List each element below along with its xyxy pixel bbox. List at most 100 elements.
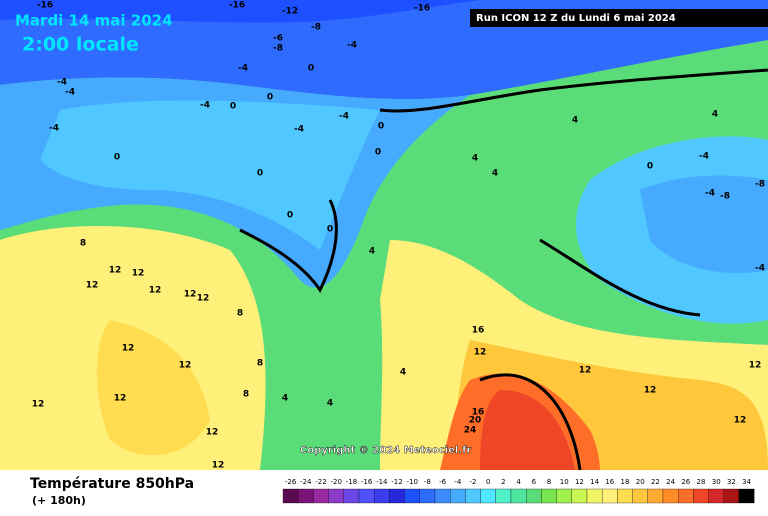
contour-label: 12 [197, 294, 210, 304]
isotherm-zero [379, 68, 768, 113]
contour-label: -16 [37, 1, 53, 11]
contour-label: 12 [109, 266, 122, 276]
legend-label: 12 [575, 478, 584, 486]
hot-core [480, 390, 575, 470]
legend-swatch [298, 488, 314, 504]
legend-swatch [389, 488, 405, 504]
contour-label: 8 [243, 390, 249, 400]
footer-lead: (+ 180h) [32, 494, 86, 507]
legend-swatch [738, 488, 755, 504]
contour-label: 16 [472, 408, 485, 418]
legend-label: -18 [346, 478, 357, 486]
contour-label: 0 [308, 64, 314, 74]
legend-swatch [419, 488, 436, 504]
contour-label: 4 [282, 394, 288, 404]
contour-label: -4 [49, 124, 59, 134]
legend-label: -2 [470, 478, 477, 486]
contour-label: 4 [572, 116, 578, 126]
run: Run ICON 12 Z du Lundi 6 mai 2024 [476, 13, 676, 24]
cool-region-2 [40, 100, 380, 250]
contour-label: -16 [414, 4, 430, 14]
contour-label: -4 [699, 152, 709, 162]
contour-label: -8 [273, 44, 283, 54]
contour-label: 8 [237, 309, 243, 319]
legend-label: 24 [666, 478, 675, 486]
legend-label: 8 [547, 478, 551, 486]
contour-label: 0 [647, 162, 653, 172]
legend-label: -14 [376, 478, 388, 486]
contour-label: 0 [378, 122, 384, 132]
contour-label: -4 [755, 264, 765, 274]
legend-swatch [510, 488, 527, 504]
legend-swatch [404, 488, 420, 504]
legend-swatch [358, 488, 375, 504]
legend-label: -12 [391, 478, 402, 486]
isotherm-warm [479, 373, 582, 471]
legend-label: 2 [501, 478, 505, 486]
legend-label: 20 [636, 478, 645, 486]
contour-label: 4 [492, 169, 498, 179]
contour-label: 0 [257, 169, 263, 179]
contour-label: 12 [32, 400, 45, 410]
legend-swatch [450, 488, 466, 504]
legend-swatch [632, 488, 648, 504]
legend-label: -24 [300, 478, 312, 486]
contour-label: 20 [469, 416, 482, 426]
contour-label: -4 [57, 78, 67, 88]
contour-label: 12 [644, 386, 657, 396]
legend-label: -16 [361, 478, 373, 486]
contour-label: 0 [375, 148, 381, 158]
legend-label: 10 [560, 478, 569, 486]
legend-swatch [723, 488, 740, 504]
legend-swatch [602, 488, 618, 504]
contour-label: -4 [238, 64, 248, 74]
legend-label: 34 [742, 478, 751, 486]
contour-label: -6 [273, 34, 283, 44]
legend-label: -22 [315, 478, 326, 486]
legend-swatch [328, 488, 344, 504]
contour-label: 0 [327, 225, 333, 235]
legend-label: 32 [727, 478, 736, 486]
contour-label: 12 [212, 461, 225, 471]
contour-label: 12 [149, 286, 162, 296]
contour-label: -4 [705, 189, 715, 199]
contour-label: -4 [294, 125, 304, 135]
contour-label: 12 [114, 394, 127, 404]
color-legend: -26 -24 -22 -20 -18 -16 -14 -12 -10 -8 -6 -4 -2 0 2 4 6 8… [282, 478, 755, 504]
contour-label: -16 [229, 1, 245, 11]
contour-label: 4 [712, 110, 718, 120]
legend-swatch [662, 488, 679, 504]
legend-label: 18 [621, 478, 630, 486]
contour-label: 0 [230, 102, 236, 112]
legend-label: 4 [516, 478, 521, 486]
contour-label: 4 [400, 368, 406, 378]
legend-label: -6 [439, 478, 447, 486]
legend-swatch [495, 488, 512, 504]
legend-label: -20 [330, 478, 341, 486]
legend-swatch [571, 488, 588, 504]
contour-label: 8 [257, 359, 263, 369]
date: Mardi 14 mai 2024 [15, 12, 173, 30]
map-labels: -16 -16-12 -16-8-4-6-80-4-4-4-4-4 00-4-4 000… [32, 1, 765, 471]
contour-label: 8 [80, 239, 86, 249]
legend-swatch [343, 488, 360, 504]
legend-label: 28 [697, 478, 706, 486]
legend-swatch [374, 488, 390, 504]
isotherm-zero [239, 199, 338, 293]
contour-label: 4 [369, 247, 375, 257]
legend-label: -10 [406, 478, 417, 486]
legend-label: -4 [454, 478, 462, 486]
legend-swatch [526, 488, 542, 504]
contour-label: -8 [311, 23, 321, 33]
legend-swatch [586, 488, 603, 504]
contour-label: -4 [347, 41, 357, 51]
contour-label: -4 [65, 88, 75, 98]
contour-label: 0 [287, 211, 293, 221]
contour-label: 12 [734, 416, 747, 426]
legend-swatch [708, 488, 724, 504]
contour-label: -8 [720, 192, 730, 202]
contour-label: 12 [579, 366, 592, 376]
contour-label: 12 [474, 348, 487, 358]
contour-label: 12 [749, 361, 762, 371]
legend-label: -8 [424, 478, 431, 486]
